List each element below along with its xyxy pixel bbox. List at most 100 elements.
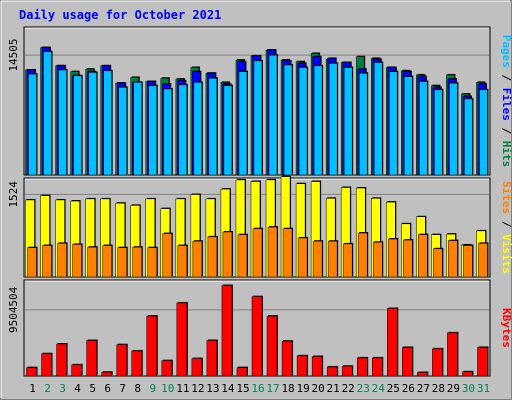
bar-kbytes-day-29 — [447, 332, 458, 377]
xtick-label-day-6: 6 — [104, 382, 111, 395]
bar-sites-day-3 — [57, 243, 67, 278]
ylabel-separator: / — [500, 121, 512, 141]
bar-kbytes-day-3 — [56, 343, 67, 377]
bar-pages-day-21 — [328, 63, 338, 176]
ylabel-part: Hits — [500, 141, 512, 168]
bar-sites-day-21 — [327, 240, 338, 278]
xtick-label-day-20: 20 — [312, 382, 325, 395]
ytick-label: 9504504 — [7, 286, 20, 333]
bar-sites-day-7 — [117, 247, 127, 278]
xtick-label-day-2: 2 — [44, 382, 51, 395]
x-axis-labels: 1 2 3 4 5 6 7 8 9 10 11 12 13 14 15 16 17 18 19 20 21 22 23 24 2… — [29, 382, 490, 395]
xtick-label-day-8: 8 — [134, 382, 141, 395]
xtick-label-day-15: 15 — [236, 382, 249, 395]
bar-sites-day-15 — [237, 234, 248, 278]
xtick-label-day-26: 26 — [402, 382, 415, 395]
bar-sites-day-11 — [177, 245, 188, 278]
bar-sites-day-23 — [357, 232, 368, 278]
xtick-label-day-27: 27 — [417, 382, 430, 395]
bar-sites-day-8 — [132, 246, 142, 278]
xtick-label-day-11: 11 — [176, 382, 189, 395]
bar-kbytes-day-30 — [462, 371, 473, 377]
xtick-label-day-12: 12 — [191, 382, 204, 395]
bar-pages-day-8 — [133, 82, 142, 176]
xtick-label-day-28: 28 — [432, 382, 445, 395]
bar-sites-day-26 — [403, 239, 413, 278]
bar-pages-day-11 — [178, 84, 188, 176]
bar-pages-day-20 — [313, 65, 323, 176]
xtick-label-day-18: 18 — [281, 382, 294, 395]
bar-pages-day-23 — [358, 73, 368, 176]
xtick-label-day-9: 9 — [149, 382, 156, 395]
xtick-label-day-10: 10 — [161, 382, 174, 395]
ylabel-part: Sites — [500, 181, 512, 214]
bar-kbytes-day-14 — [221, 285, 233, 377]
bar-sites-day-13 — [207, 236, 218, 278]
bar-pages-day-13 — [208, 78, 218, 176]
bar-kbytes-day-18 — [281, 340, 293, 377]
bar-pages-day-6 — [103, 70, 112, 176]
xtick-label-day-19: 19 — [296, 382, 309, 395]
chart-title: Daily usage for October 2021 — [19, 8, 221, 22]
xtick-label-day-21: 21 — [327, 382, 340, 395]
bar-pages-day-4 — [73, 75, 82, 176]
panel-ylabel: Sites / Visits — [500, 181, 512, 274]
ylabel-part: Pages — [500, 35, 512, 68]
bar-sites-day-25 — [388, 238, 398, 278]
xtick-label-day-23: 23 — [357, 382, 370, 395]
bar-sites-day-28 — [433, 248, 443, 278]
bar-pages-day-29 — [449, 82, 458, 176]
xtick-label-day-22: 22 — [342, 382, 355, 395]
bar-pages-day-28 — [434, 89, 443, 176]
bar-kbytes-day-4 — [71, 364, 82, 377]
bar-pages-day-7 — [118, 87, 127, 176]
bar-kbytes-day-16 — [251, 296, 263, 377]
bar-pages-day-10 — [163, 88, 173, 176]
bar-sites-day-27 — [418, 234, 428, 278]
bar-pages-day-12 — [193, 82, 203, 176]
bar-sites-day-19 — [297, 237, 308, 278]
bar-sites-day-6 — [102, 245, 112, 278]
bar-sites-day-12 — [192, 240, 203, 278]
bar-pages-day-5 — [88, 72, 97, 176]
bar-pages-day-19 — [298, 67, 308, 176]
ylabel-separator: / — [500, 68, 512, 88]
bar-kbytes-day-24 — [371, 357, 383, 377]
xtick-label-day-24: 24 — [372, 382, 386, 395]
bar-kbytes-day-27 — [417, 372, 428, 377]
bar-kbytes-day-17 — [266, 315, 278, 377]
bar-kbytes-day-26 — [402, 347, 413, 377]
bar-sites-day-4 — [72, 244, 82, 278]
bar-kbytes-day-25 — [387, 308, 398, 377]
bar-pages-day-2 — [43, 51, 52, 176]
bar-kbytes-day-31 — [477, 347, 488, 377]
bar-kbytes-day-9 — [146, 315, 158, 377]
ytick-label: 14505 — [7, 39, 20, 72]
bar-sites-day-9 — [147, 247, 158, 278]
xtick-label-day-5: 5 — [89, 382, 96, 395]
xtick-label-day-25: 25 — [387, 382, 400, 395]
bar-sites-day-1 — [27, 247, 37, 278]
xtick-label-day-14: 14 — [221, 382, 235, 395]
bar-pages-day-17 — [268, 54, 278, 176]
xtick-label-day-3: 3 — [59, 382, 66, 395]
bar-kbytes-day-23 — [356, 357, 368, 377]
bar-pages-day-27 — [419, 81, 428, 176]
xtick-label-day-7: 7 — [119, 382, 126, 395]
ylabel-part: Visits — [500, 234, 512, 274]
bar-kbytes-day-21 — [326, 366, 338, 377]
panel-hits-files-pages: 14505 Pages / Files / Hits — [7, 26, 512, 176]
bar-sites-day-16 — [252, 228, 263, 278]
ylabel-separator: / — [500, 214, 512, 234]
bar-kbytes-day-5 — [86, 340, 97, 377]
bar-kbytes-day-12 — [191, 358, 203, 377]
bar-kbytes-day-1 — [26, 367, 37, 377]
bar-sites-day-10 — [162, 233, 173, 278]
panel-ylabel: KBytes — [500, 308, 512, 348]
bar-kbytes-day-19 — [296, 355, 308, 377]
bar-sites-day-24 — [372, 242, 383, 278]
bar-kbytes-day-2 — [41, 353, 52, 377]
bar-kbytes-day-20 — [311, 356, 323, 377]
bar-sites-day-2 — [42, 245, 52, 278]
